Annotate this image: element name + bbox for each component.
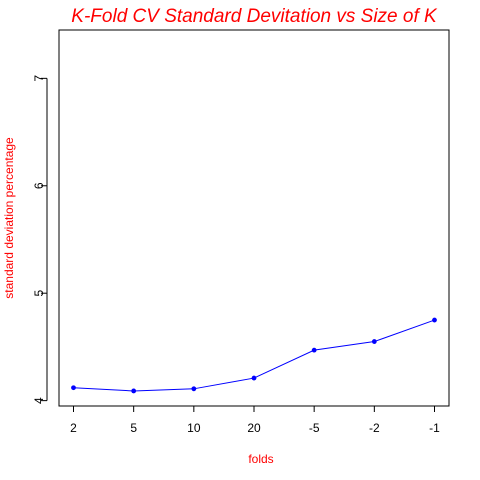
x-tick-label: -5 — [309, 421, 320, 435]
y-tick-label: 6 — [32, 182, 46, 189]
x-tick-label: -2 — [369, 421, 380, 435]
x-tick-label: 2 — [70, 421, 77, 435]
plot-frame — [58, 29, 450, 407]
y-axis-label: standard deviation percentage — [2, 137, 16, 299]
y-axis: 4 5 6 7 — [32, 75, 48, 404]
x-tick-label: -1 — [429, 421, 440, 435]
data-point — [191, 386, 197, 392]
x-axis-label: folds — [248, 452, 273, 466]
y-tick-label: 4 — [32, 397, 46, 404]
x-axis: 2 5 10 20 -5 -2 -1 — [70, 405, 440, 435]
x-tick-label: 5 — [130, 421, 137, 435]
data-point — [251, 375, 257, 381]
data-point — [371, 339, 377, 344]
data-point — [311, 347, 317, 353]
data-point — [71, 385, 76, 391]
chart-title: K-Fold CV Standard Devitation vs Size of… — [71, 6, 438, 27]
data-point — [432, 317, 437, 323]
x-tick-label: 20 — [247, 421, 261, 435]
y-tick-label: 5 — [32, 290, 46, 297]
series-layer — [71, 317, 437, 394]
x-tick-label: 10 — [187, 421, 201, 435]
y-tick-label: 7 — [32, 75, 46, 82]
data-point — [131, 388, 137, 394]
